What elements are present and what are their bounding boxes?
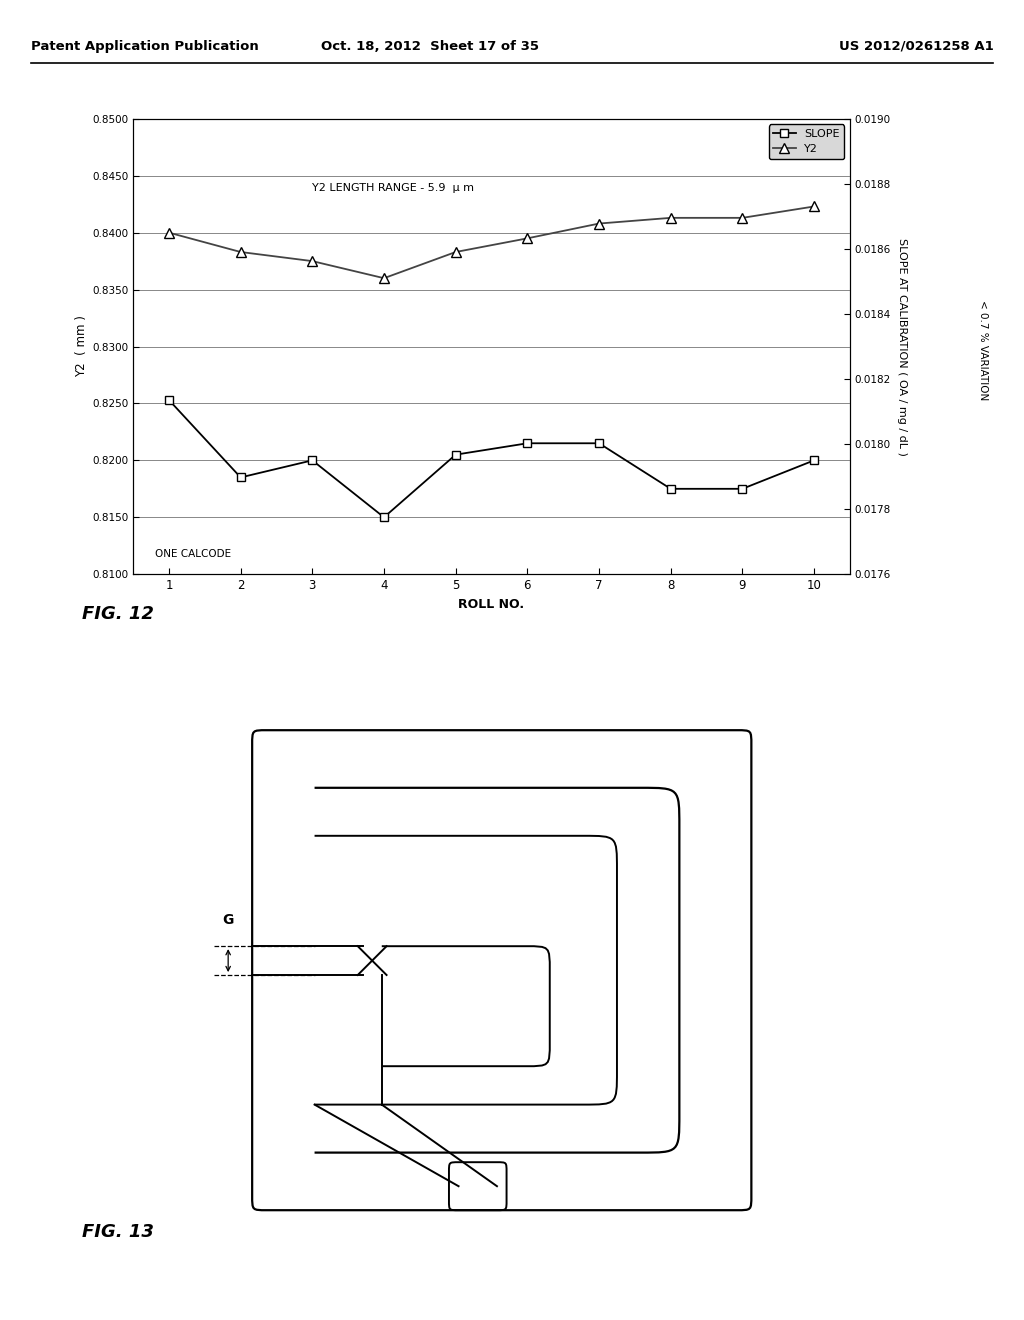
Text: Patent Application Publication: Patent Application Publication bbox=[31, 40, 258, 53]
Legend: SLOPE, Y2: SLOPE, Y2 bbox=[769, 124, 845, 158]
Text: FIG. 13: FIG. 13 bbox=[82, 1222, 154, 1241]
Text: G: G bbox=[222, 913, 233, 927]
Text: Oct. 18, 2012  Sheet 17 of 35: Oct. 18, 2012 Sheet 17 of 35 bbox=[322, 40, 539, 53]
Y-axis label: SLOPE AT CALIBRATION ( OA / mg / dL ): SLOPE AT CALIBRATION ( OA / mg / dL ) bbox=[897, 238, 906, 455]
Text: FIG. 12: FIG. 12 bbox=[82, 605, 154, 623]
Y-axis label: Y2  ( mm ): Y2 ( mm ) bbox=[75, 315, 88, 378]
X-axis label: ROLL NO.: ROLL NO. bbox=[459, 598, 524, 611]
Text: US 2012/0261258 A1: US 2012/0261258 A1 bbox=[839, 40, 993, 53]
Text: < 0.7 % VARIATION: < 0.7 % VARIATION bbox=[978, 300, 988, 400]
Text: Y2 LENGTH RANGE - 5.9  μ m: Y2 LENGTH RANGE - 5.9 μ m bbox=[312, 182, 474, 193]
Text: ONE CALCODE: ONE CALCODE bbox=[155, 549, 230, 558]
